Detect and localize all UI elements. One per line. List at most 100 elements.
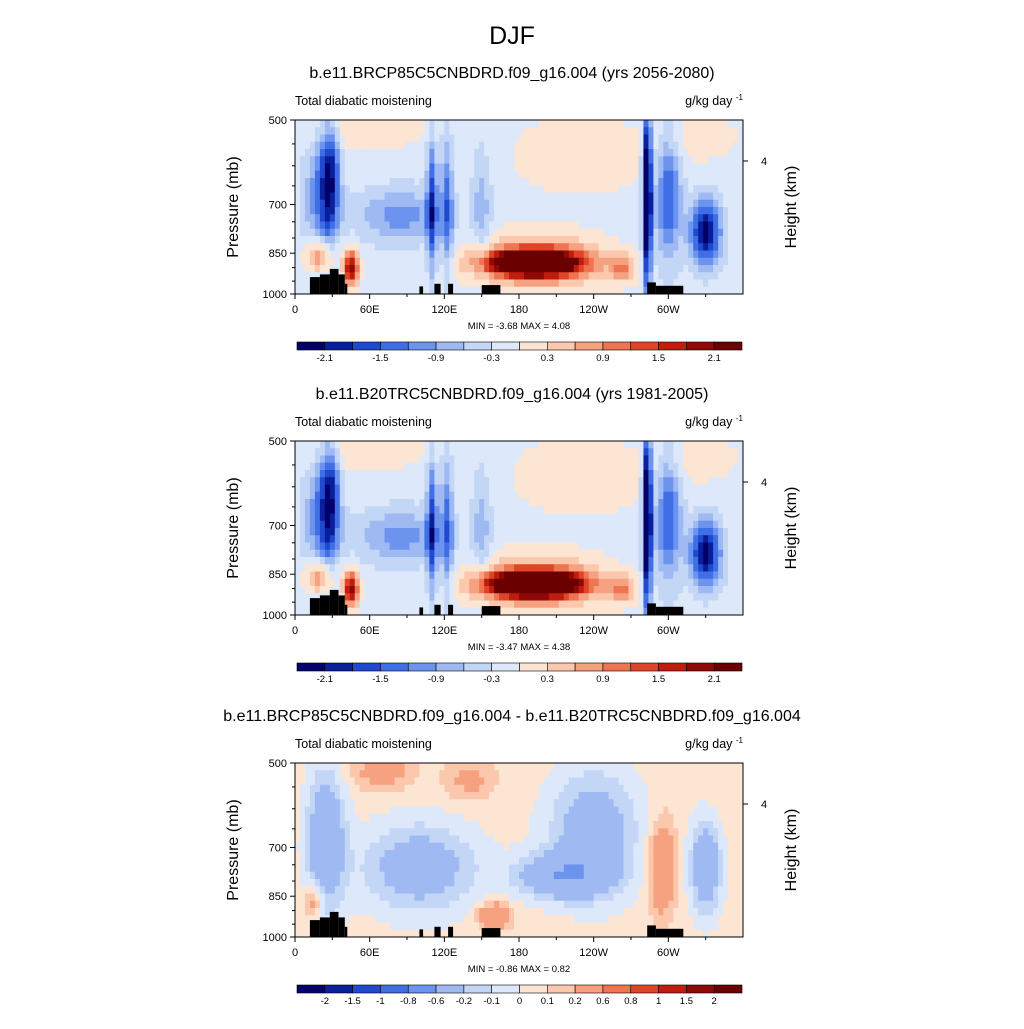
contour-cell	[643, 470, 649, 478]
contour-cell	[305, 770, 311, 778]
contour-cell	[405, 272, 411, 280]
contour-cell	[713, 448, 719, 456]
contour-cell	[409, 586, 415, 594]
contour-cell	[693, 506, 699, 514]
contour-cell	[300, 463, 306, 471]
contour-cell	[668, 543, 674, 551]
contour-cell	[345, 528, 351, 536]
contour-cell	[315, 207, 321, 215]
contour-cell	[678, 463, 684, 471]
contour-cell	[514, 608, 520, 616]
contour-cell	[444, 550, 450, 558]
contour-cell	[405, 441, 411, 449]
contour-cell	[310, 586, 316, 594]
contour-cell	[614, 770, 620, 778]
contour-cell	[464, 178, 470, 186]
contour-cell	[599, 142, 605, 150]
contour-cell	[315, 763, 321, 771]
contour-cell	[668, 251, 674, 259]
contour-cell	[549, 564, 555, 572]
contour-cell	[619, 770, 625, 778]
contour-cell	[688, 214, 694, 222]
contour-cell	[444, 763, 450, 771]
contour-cell	[733, 593, 739, 601]
contour-cell	[390, 535, 396, 543]
contour-cell	[589, 608, 595, 616]
contour-cell	[624, 135, 630, 143]
contour-cell	[295, 763, 301, 771]
contour-cell	[524, 543, 530, 551]
contour-cell	[494, 441, 500, 449]
contour-cell	[439, 229, 445, 237]
contour-cell	[514, 785, 520, 793]
contour-cell	[624, 229, 630, 237]
contour-cell	[335, 799, 341, 807]
contour-cell	[474, 280, 480, 288]
contour-cell	[509, 448, 515, 456]
contour-cell	[295, 214, 301, 222]
contour-cell	[300, 564, 306, 572]
contour-cell	[414, 477, 420, 485]
contour-cell	[534, 535, 540, 543]
contour-cell	[439, 521, 445, 529]
contour-cell	[419, 485, 425, 493]
contour-cell	[534, 785, 540, 793]
contour-cell	[484, 222, 490, 230]
contour-cell	[300, 258, 306, 266]
contour-cell	[509, 251, 515, 259]
contour-cell	[579, 763, 585, 771]
contour-cell	[454, 142, 460, 150]
contour-cell	[544, 200, 550, 208]
contour-cell	[335, 135, 341, 143]
contour-cell	[310, 506, 316, 514]
contour-cell	[658, 171, 664, 179]
contour-cell	[390, 770, 396, 778]
contour-cell	[688, 135, 694, 143]
contour-cell	[534, 601, 540, 609]
topography-block	[339, 595, 345, 615]
colorbar-box	[492, 342, 520, 350]
contour-cell	[504, 579, 510, 587]
contour-cell	[728, 792, 734, 800]
contour-cell	[544, 492, 550, 500]
contour-cell	[648, 265, 654, 273]
contour-cell	[663, 564, 669, 572]
contour-cell	[419, 149, 425, 157]
contour-cell	[663, 243, 669, 251]
contour-cell	[658, 251, 664, 259]
contour-cell	[559, 564, 565, 572]
contour-cell	[469, 799, 475, 807]
contour-cell	[300, 601, 306, 609]
contour-cell	[459, 214, 465, 222]
contour-cell	[579, 265, 585, 273]
contour-cell	[653, 448, 659, 456]
contour-cell	[439, 799, 445, 807]
contour-cell	[698, 792, 704, 800]
contour-cell	[390, 763, 396, 771]
units-label: g/kg day -1	[685, 736, 743, 751]
contour-cell	[424, 135, 430, 143]
contour-cell	[385, 778, 391, 786]
contour-cell	[604, 564, 610, 572]
contour-cell	[350, 214, 356, 222]
contour-cell	[320, 207, 326, 215]
contour-cell	[484, 214, 490, 222]
contour-cell	[638, 185, 644, 193]
contour-cell	[549, 243, 555, 251]
contour-cell	[638, 778, 644, 786]
contour-cell	[579, 156, 585, 164]
contour-cell	[300, 287, 306, 295]
contour-cell	[474, 214, 480, 222]
contour-cell	[494, 236, 500, 244]
contour-cell	[569, 441, 575, 449]
contour-cell	[504, 200, 510, 208]
contour-cell	[434, 514, 440, 522]
contour-cell	[658, 463, 664, 471]
contour-cell	[733, 120, 739, 128]
contour-cell	[390, 272, 396, 280]
contour-cell	[683, 778, 689, 786]
contour-cell	[609, 521, 615, 529]
contour-cell	[424, 514, 430, 522]
contour-cell	[315, 564, 321, 572]
contour-cell	[574, 193, 580, 201]
